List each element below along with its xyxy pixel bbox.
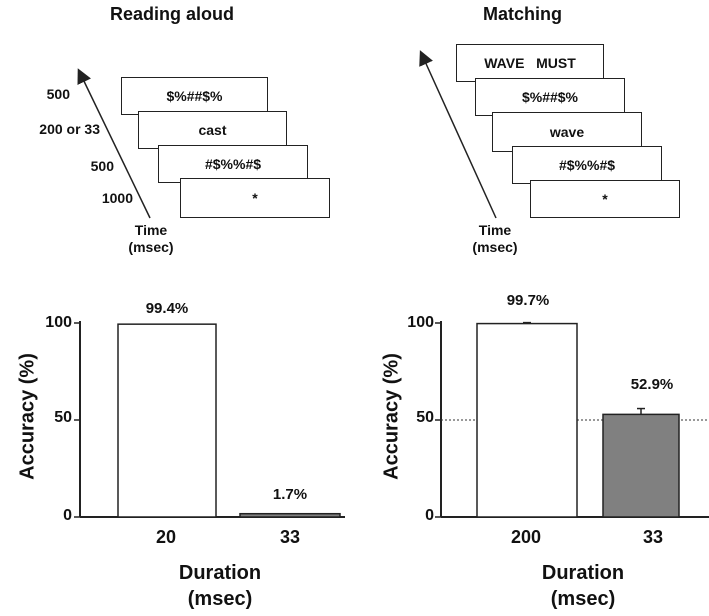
matching-time-arrow	[419, 50, 497, 219]
matching-time-label: Time (msec)	[472, 222, 518, 255]
chart2-bar-1	[602, 413, 680, 518]
chart1-bar-1	[239, 512, 341, 518]
matching-frame-fixation: *	[530, 180, 680, 218]
chart1-ytick-0: 0	[63, 507, 72, 524]
chart1-datalabel-0: 99.4%	[145, 300, 189, 317]
chart1-ytick-100: 100	[45, 314, 72, 331]
matching-title: Matching	[483, 4, 562, 24]
reading-time-1: 500	[46, 86, 70, 102]
chart2-datalabel-1: 52.9%	[630, 376, 674, 393]
chart2-xtick-1: 33	[642, 527, 664, 547]
reading-time-arrow	[77, 68, 151, 219]
reading-frame-mask2: #$%%#$	[158, 145, 308, 183]
chart1-bar-0	[117, 323, 217, 518]
matching-frame-mask2: #$%%#$	[512, 146, 662, 184]
chart2-ytick-0: 0	[425, 507, 434, 524]
chart2-ytick-100: 100	[407, 314, 434, 331]
reading-time-3: 500	[90, 158, 114, 174]
chart2-datalabel-0: 99.7%	[506, 292, 550, 309]
chart1-datalabel-1: 1.7%	[272, 486, 308, 503]
chart2-xlabel: Duration (msec)	[541, 562, 625, 610]
reading-title: Reading aloud	[110, 4, 235, 24]
chart1-ytick-50: 50	[54, 409, 72, 426]
reading-frame-fixation: *	[180, 178, 330, 218]
reading-time-4: 1000	[101, 190, 133, 206]
chart2-xtick-0: 200	[510, 527, 542, 547]
reading-frame-mask1: $%##$%	[121, 77, 268, 115]
chart1-xlabel: Duration (msec)	[178, 562, 262, 610]
matching-frame-probe: WAVE MUST	[456, 44, 604, 82]
chart1-xtick-1: 33	[279, 527, 301, 547]
chart2-ytick-50: 50	[416, 409, 434, 426]
matching-frame-word: wave	[492, 112, 642, 152]
chart2-bar-0	[476, 322, 578, 518]
chart1-xtick-0: 20	[155, 527, 177, 547]
reading-time-2: 200 or 33	[39, 121, 100, 137]
reading-time-label: Time (msec)	[128, 222, 174, 255]
